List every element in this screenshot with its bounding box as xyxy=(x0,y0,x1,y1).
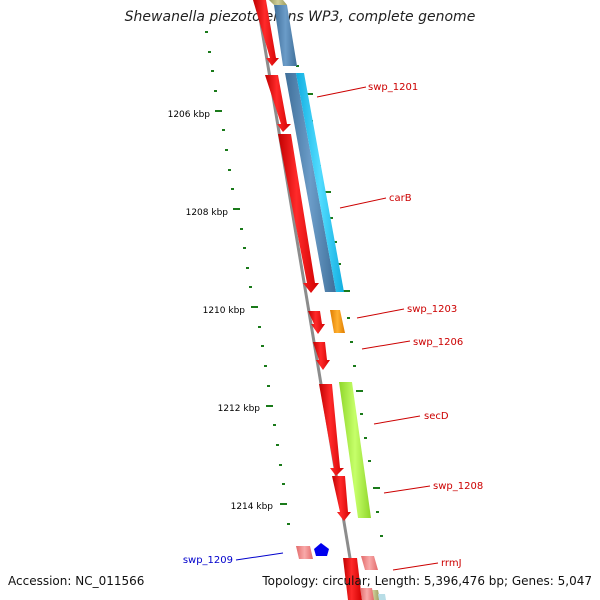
accession-text: Accession: NC_011566 xyxy=(8,574,145,588)
track-lightblue-bottom xyxy=(378,594,386,600)
track-pink-rrmJ-a xyxy=(361,556,378,570)
tick-label: 1208 kbp xyxy=(186,208,229,218)
cds-arrow-swp1206 xyxy=(313,342,330,370)
gene-labels: swp_1201 carB swp_1203 swp_1206 secD swp… xyxy=(183,82,483,569)
tick-label: 1206 kbp xyxy=(168,110,211,120)
track-cyan-carB xyxy=(296,73,344,292)
track-steelblue-top xyxy=(274,5,297,66)
gene-label-carB: carB xyxy=(389,193,412,204)
cds-arrow-bottom-pink xyxy=(360,588,374,600)
leader-lines xyxy=(235,86,439,571)
feature-blue-swp1209 xyxy=(314,543,329,556)
genome-summary-text: Topology: circular; Length: 5,396,476 bp… xyxy=(262,574,592,588)
cds-arrow-top xyxy=(253,0,279,66)
gene-label-swp1208: swp_1208 xyxy=(433,481,483,492)
gene-label-secD: secD xyxy=(424,411,449,422)
tick-label: 1212 kbp xyxy=(218,404,261,414)
cds-track xyxy=(253,0,374,600)
cds-arrow-swp1208 xyxy=(332,476,351,521)
cds-arrow-secD xyxy=(319,384,344,476)
track-lime-secD xyxy=(339,382,371,518)
tick-label: 1210 kbp xyxy=(203,306,246,316)
cds-arrow-carB xyxy=(278,134,319,293)
cds-arrow-rrmJ xyxy=(343,558,362,600)
swp1209-features xyxy=(296,543,329,559)
gene-label-swp1206: swp_1206 xyxy=(413,337,463,348)
map-title: Shewanella piezotolerans WP3, complete g… xyxy=(124,9,476,25)
track-steelblue-carB xyxy=(285,73,336,292)
gene-label-swp1203: swp_1203 xyxy=(407,304,457,315)
cds-arrow-swp1201 xyxy=(265,75,291,132)
ruler-ticks xyxy=(205,31,290,525)
gene-label-rrmJ: rrmJ xyxy=(441,558,462,569)
feature-pink-swp1209 xyxy=(296,546,313,559)
gene-label-swp1201: swp_1201 xyxy=(368,82,418,93)
gene-label-swp1209: swp_1209 xyxy=(183,555,233,566)
tick-label: 1214 kbp xyxy=(231,502,274,512)
ruler-labels: 1206 kbp 1208 kbp 1210 kbp 1212 kbp 1214… xyxy=(168,110,274,512)
feature-track xyxy=(269,0,386,600)
track-orange-swp1203 xyxy=(330,310,345,333)
track-olive-top xyxy=(269,0,287,5)
cds-arrow-swp1203 xyxy=(308,311,325,334)
